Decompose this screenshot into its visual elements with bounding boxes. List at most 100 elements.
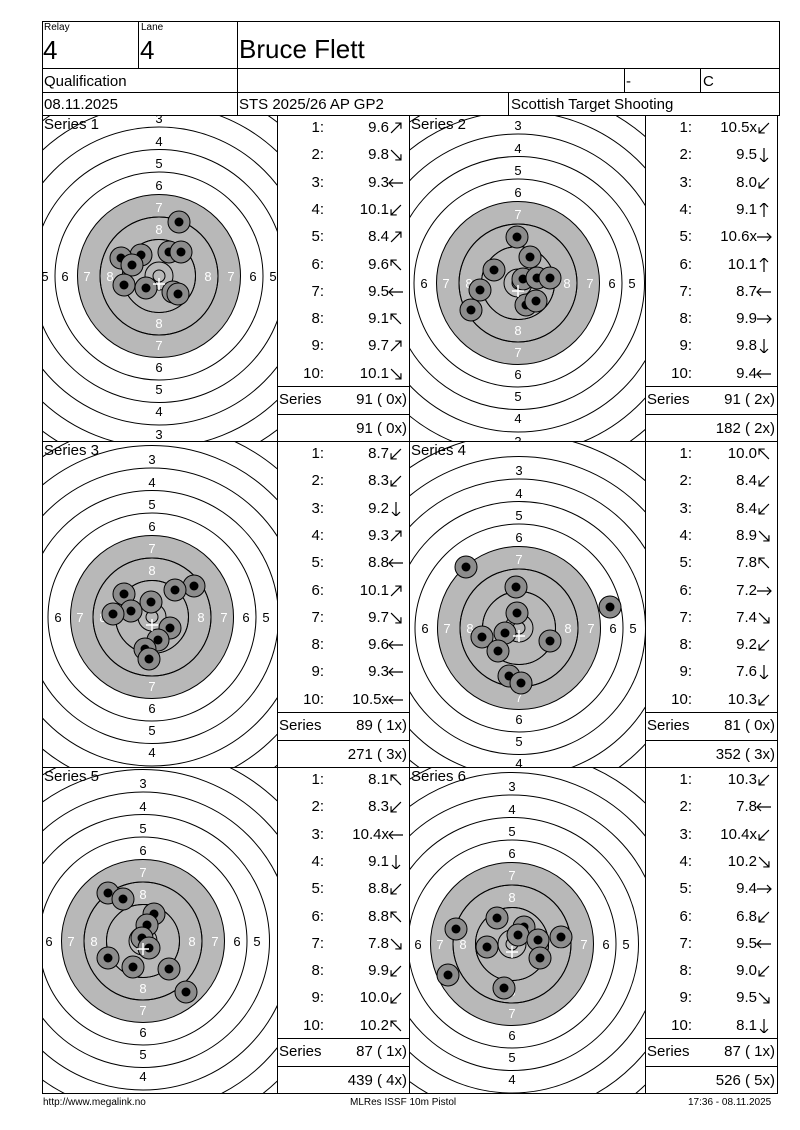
shot-score: 10.5x [720,119,757,136]
ring-number: 6 [421,621,428,636]
series-total-value: 91 ( 0x) [356,391,407,408]
shot-score: 9.1 [368,852,389,870]
ring-number: 7 [514,345,521,360]
ring-number: 6 [242,610,249,625]
ring-number: 4 [139,1069,146,1084]
shot-direction-arrow-icon [388,830,403,840]
shot-hole-center [500,628,510,638]
shot-number: 4: [679,526,692,544]
target-ring [437,546,601,710]
shot-row: 9: 9.8 [646,337,777,364]
shot-row: 9: 9.3 [278,663,409,690]
shot-score: 8.8 [368,880,389,898]
header-divider [624,68,625,92]
ring-number: 4 [508,1072,515,1087]
shot-hole-center [466,305,476,315]
shot-row: 6: 10.1 [646,256,777,283]
shot-row: 10: 9.4 [646,365,777,392]
shot-number: 6: [311,255,324,273]
relay-label: Relay [44,22,70,33]
shot-score: 8.3 [368,798,389,816]
shot-direction-arrow-icon [390,938,402,950]
shot-number: 4: [311,200,324,218]
shot-number: 1: [679,771,692,788]
running-total-row: 352 ( 3x) [646,740,777,768]
shot-row: 7: 7.8 [278,935,409,962]
shot-score: 8.7 [736,282,757,300]
shot-number: 5: [679,228,692,246]
ring-number: 8 [204,269,211,284]
shot-number: 7: [311,608,324,626]
shot-row: 1: 10.0 [646,445,777,472]
ring-number: 4 [508,802,515,817]
shot-direction-arrow-icon [757,232,772,242]
shot-row: 2: 8.3 [278,798,409,825]
shot-list: 1: 9.6 2: 9.8 3: 9.3 4: 10.1 5: 8.4 6: 9.6 7: 9.5 8: 9.… [278,116,410,442]
shot-score: 9.7 [368,608,389,626]
shot-direction-arrow-icon [390,801,402,813]
shot-direction-arrow-icon [758,503,770,515]
shot-hole-center [492,913,502,923]
shot-score: 8.4 [736,499,757,517]
shot-hole-center [103,888,113,898]
shot-number: 2: [679,472,692,490]
shot-number: 5: [311,228,324,246]
shot-row: 3: 9.2 [278,500,409,527]
shot-number: 6: [679,581,692,599]
header-divider [42,68,780,69]
ring-number: 7 [586,276,593,291]
shot-row: 8: 9.9 [646,310,777,337]
shot-hole-center [516,678,526,688]
shot-number: 9: [311,989,324,1007]
ring-number: 5 [155,382,162,397]
shot-row: 2: 8.4 [646,472,777,499]
shot-number: 2: [311,472,324,490]
header-divider [508,92,509,116]
shot-row: 3: 8.0 [646,174,777,201]
shot-number: 7: [679,608,692,626]
series-total-value: 91 ( 2x) [724,391,775,408]
ring-number: 3 [514,434,521,442]
target-panel: 33445566778855667788Series 5 [42,768,278,1094]
target-ring [43,836,248,1046]
ring-number: 7 [443,621,450,636]
target-ring [43,769,277,1093]
target-ring [43,445,277,767]
shot-score: 8.1 [368,771,389,788]
shot-number: 3: [679,825,692,843]
shot-list: 1: 10.3 2: 7.8 3: 10.4x 4: 10.2 5: 9.4 6: 6.8 7: 9.5 8… [646,768,778,1094]
shot-number: 10: [303,1016,324,1034]
shot-direction-arrow-icon [390,340,402,352]
shot-score: 7.8 [736,798,757,816]
shot-number: 2: [679,146,692,164]
shot-row: 4: 10.1 [278,201,409,228]
target-ring [452,884,572,1004]
shot-number: 5: [311,554,324,572]
ring-number: 4 [148,475,155,490]
event-name: STS 2025/26 AP GP2 [239,96,384,113]
shot-row: 4: 10.2 [646,853,777,880]
shot-score: 10.4x [720,825,757,843]
ring-number: 8 [188,934,195,949]
shot-hole-center [451,924,461,934]
shot-hole-center [173,289,183,299]
shot-direction-arrow-icon [759,665,769,680]
running-total-value: 352 ( 3x) [715,746,775,763]
ring-number: 5 [515,734,522,749]
ring-number: 6 [148,701,155,716]
shot-score: 8.9 [736,526,757,544]
shot-row: 2: 7.8 [646,798,777,825]
shot-score: 9.3 [368,173,389,191]
ring-number: 4 [514,141,521,156]
shot-hole-center [118,894,128,904]
shot-row: 7: 9.5 [278,283,409,310]
series-title: Series 1 [44,116,100,133]
shot-number: 7: [679,282,692,300]
shot-score: 8.8 [368,907,389,925]
shot-number: 10: [303,364,324,382]
shot-row: 10: 10.3 [646,691,777,718]
shot-hole-center [512,232,522,242]
shot-hole-center [518,274,528,284]
shot-direction-arrow-icon [758,122,770,134]
shot-number: 8: [311,310,324,328]
